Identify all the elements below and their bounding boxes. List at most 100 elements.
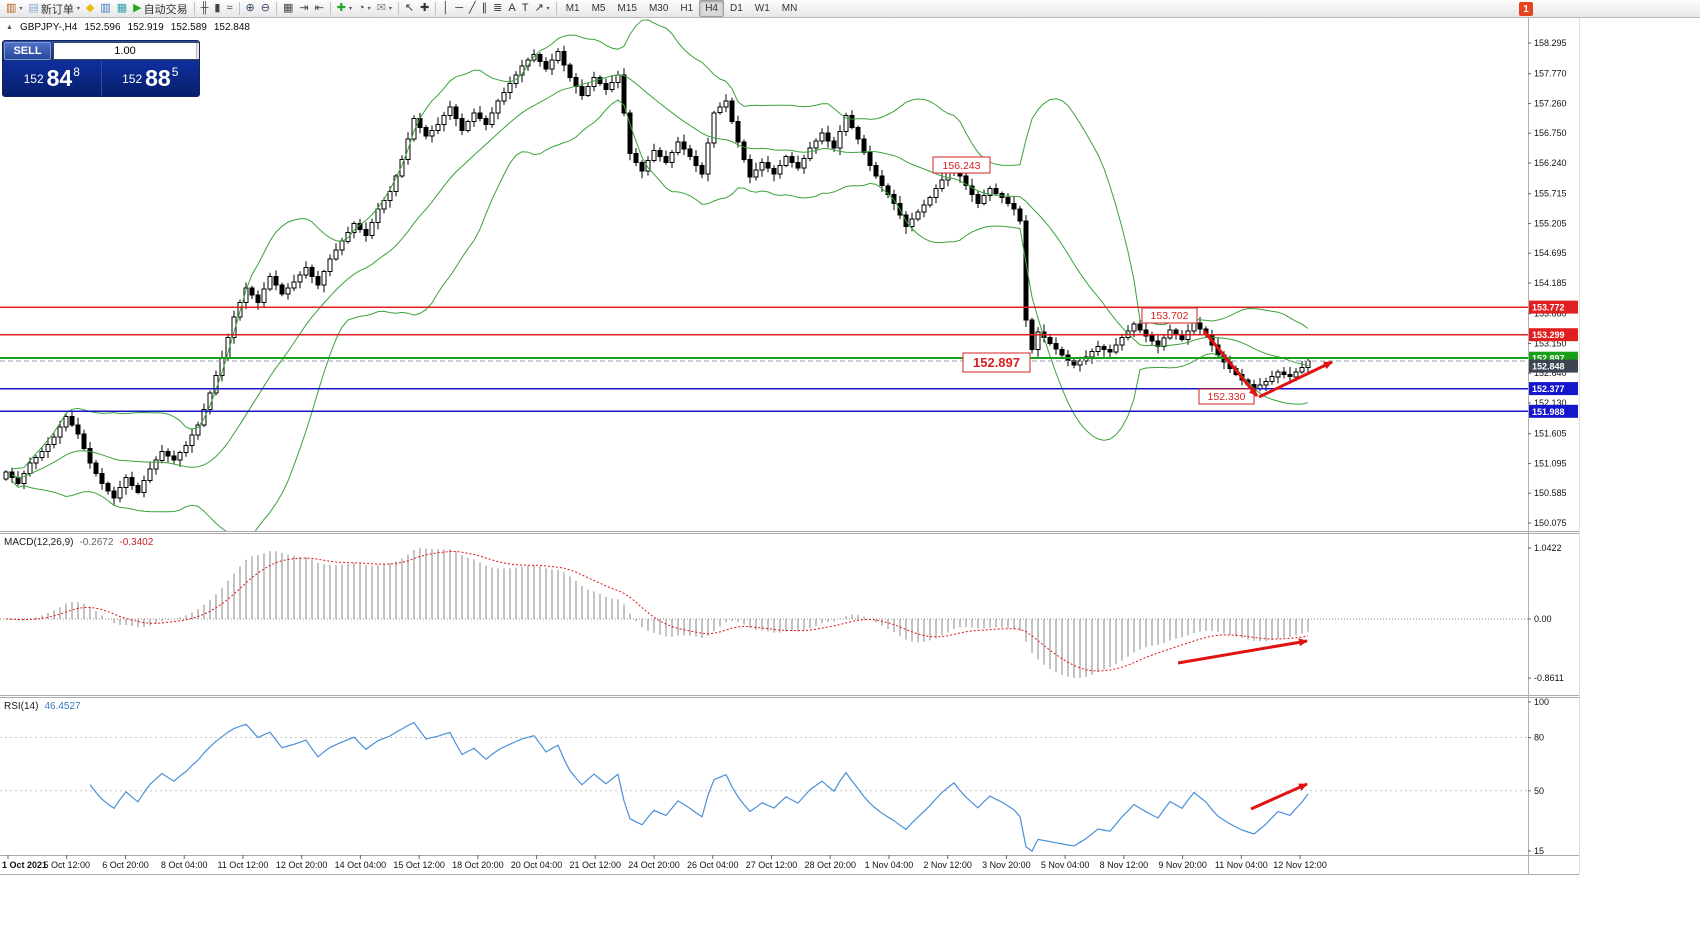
templates-button[interactable]: ✉ ▾ xyxy=(374,1,395,17)
rsi-value: 46.4527 xyxy=(44,701,81,712)
volume-up-button[interactable]: ▴ xyxy=(197,43,199,51)
volume-down-button[interactable]: ▾ xyxy=(197,51,199,59)
svg-text:153.702: 153.702 xyxy=(1151,310,1189,322)
svg-text:14 Oct 04:00: 14 Oct 04:00 xyxy=(335,860,387,870)
bar-chart-button[interactable]: ╫ xyxy=(198,1,212,17)
trend-arrows[interactable] xyxy=(1177,330,1333,811)
ohlc-high: 152.919 xyxy=(127,22,164,33)
channel-button[interactable]: ∥ xyxy=(479,1,491,17)
svg-text:150.585: 150.585 xyxy=(1534,488,1567,498)
rsi-label: RSI(14) 46.4527 xyxy=(4,701,81,712)
candlestick-series[interactable] xyxy=(3,45,1311,505)
timeframe-m30-button[interactable]: M30 xyxy=(648,3,669,14)
market-watch-button[interactable]: ▥ xyxy=(97,1,113,17)
svg-text:152.130: 152.130 xyxy=(1534,398,1567,408)
timeframe-w1-button[interactable]: W1 xyxy=(754,3,770,14)
time-axis[interactable] xyxy=(0,855,1580,875)
macd-signal-line xyxy=(5,551,1309,672)
svg-text:2 Nov 12:00: 2 Nov 12:00 xyxy=(923,860,972,870)
label-button[interactable]: T xyxy=(519,1,532,17)
text-icon: A xyxy=(508,2,516,14)
timeframe-m15-button[interactable]: M15 xyxy=(617,3,637,14)
svg-text:153.150: 153.150 xyxy=(1534,338,1567,348)
tile-windows-button[interactable]: ▦ xyxy=(280,1,296,17)
svg-text:21 Oct 12:00: 21 Oct 12:00 xyxy=(570,860,622,870)
text-button[interactable]: A xyxy=(505,1,518,17)
panel-divider[interactable] xyxy=(0,531,1580,534)
red-arrow[interactable] xyxy=(1250,782,1308,811)
macd-label: MACD(12,26,9) -0.2672 -0.3402 xyxy=(4,537,153,548)
chevron-down-icon: ▾ xyxy=(367,6,371,12)
svg-text:152.640: 152.640 xyxy=(1534,368,1567,378)
new-chart-button[interactable]: ▥ ▾ xyxy=(3,1,25,17)
svg-text:157.260: 157.260 xyxy=(1534,98,1567,108)
timeframe-h4-button[interactable]: H4 xyxy=(699,0,724,17)
svg-text:153.660: 153.660 xyxy=(1534,309,1567,319)
notification-badge[interactable]: 1 xyxy=(1519,2,1533,16)
sell-button[interactable]: SELL xyxy=(4,42,51,60)
buy-price[interactable]: 152 88 5 xyxy=(102,61,200,96)
red-arrow[interactable] xyxy=(1202,330,1259,397)
arrows-button[interactable]: ↗ ▾ xyxy=(531,1,552,17)
svg-text:151.605: 151.605 xyxy=(1534,429,1567,439)
toolbar-separator xyxy=(555,2,557,15)
volume-input[interactable] xyxy=(54,43,196,59)
candlestick-chart-button[interactable]: ▮ xyxy=(211,1,223,17)
auto-scroll-button[interactable]: ⇥ xyxy=(296,1,311,17)
new-order-button-label: 新订单 xyxy=(40,3,74,16)
crosshair-button[interactable]: ✚ xyxy=(417,1,432,17)
fibonacci-button[interactable]: ≣ xyxy=(490,1,505,17)
svg-text:1.0422: 1.0422 xyxy=(1534,543,1562,553)
chevron-down-icon: ▾ xyxy=(388,6,392,12)
auto-scroll-icon: ⇥ xyxy=(299,2,309,14)
panel-divider[interactable] xyxy=(0,695,1580,698)
chevron-down-icon: ▾ xyxy=(546,6,550,12)
red-arrow[interactable] xyxy=(1177,638,1308,665)
svg-text:-0.8611: -0.8611 xyxy=(1534,673,1564,683)
timeframe-m5-button[interactable]: M5 xyxy=(591,3,606,14)
timeframe-d1-button[interactable]: D1 xyxy=(730,3,743,14)
rsi-line xyxy=(89,721,1309,852)
svg-text:156.240: 156.240 xyxy=(1534,158,1567,168)
rsi-axis-labels: 100 80 50 15 xyxy=(1528,697,1549,856)
timeframe-m1-button[interactable]: M1 xyxy=(565,3,580,14)
new-order-button[interactable]: ▤ 新订单 ▾ xyxy=(25,1,82,17)
indicators-button[interactable]: ✚ ▾ xyxy=(334,1,355,17)
rsi-name: RSI(14) xyxy=(4,701,39,712)
svg-text:20 Oct 04:00: 20 Oct 04:00 xyxy=(511,860,563,870)
tile-windows-icon: ▦ xyxy=(282,2,294,14)
vertical-line-button[interactable]: │ xyxy=(439,1,452,17)
svg-text:26 Oct 04:00: 26 Oct 04:00 xyxy=(687,860,739,870)
sell-price-prefix: 152 xyxy=(23,71,44,86)
ohlc-open: 152.596 xyxy=(84,22,121,33)
zoom-in-button[interactable]: ⊕ xyxy=(243,1,258,17)
periods-button[interactable]: ◔ ▾ xyxy=(355,1,374,17)
svg-text:8 Nov 12:00: 8 Nov 12:00 xyxy=(1100,860,1149,870)
sell-price[interactable]: 152 84 8 xyxy=(3,61,102,96)
channel-icon: ∥ xyxy=(481,2,488,14)
auto-trading-button[interactable]: ▶ 自动交易 xyxy=(130,1,190,17)
horizontal-line-button[interactable]: ─ xyxy=(452,1,466,17)
data-window-button[interactable]: ▦ xyxy=(114,1,130,17)
trendline-button[interactable]: ╱ xyxy=(466,1,479,17)
one-click-trading-panel: SELL ▴ ▾ BUY 152 84 8 152 88 5 xyxy=(2,40,200,97)
timeframe-h1-button[interactable]: H1 xyxy=(680,3,694,14)
toolbar-separator xyxy=(193,2,195,15)
svg-text:15 Oct 12:00: 15 Oct 12:00 xyxy=(393,860,445,870)
red-arrow[interactable] xyxy=(1258,360,1333,399)
price-axis-labels: 158.295 157.770 157.260 156.750 156.240 155.7… xyxy=(1528,38,1567,528)
timeframe-mn-button[interactable]: MN xyxy=(781,3,798,14)
line-chart-button[interactable]: ≈ xyxy=(223,1,235,17)
market-watch-icon: ▥ xyxy=(100,2,111,14)
cursor-button[interactable]: ↖ xyxy=(402,1,417,17)
zoom-out-button[interactable]: ⊖ xyxy=(258,1,273,17)
price-axis[interactable] xyxy=(1528,18,1580,855)
templates-icon: ✉ xyxy=(376,2,386,14)
chart-shift-button[interactable]: ⇤ xyxy=(312,1,327,17)
svg-text:152.897: 152.897 xyxy=(973,355,1020,370)
metaeditor-button[interactable]: ◆ xyxy=(83,1,97,17)
time-axis-labels: 1 Oct 20215 Oct 12:00 6 Oct 20:00 8 Oct 04… xyxy=(2,855,1327,870)
sell-price-main: 84 xyxy=(46,65,73,91)
